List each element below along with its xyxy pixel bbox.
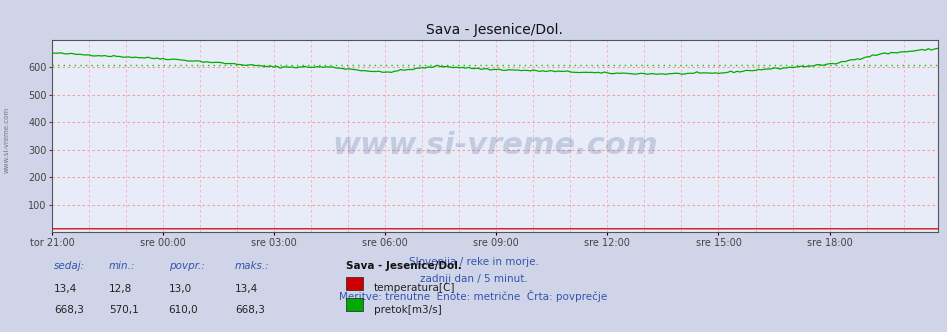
Text: 668,3: 668,3 bbox=[54, 305, 84, 315]
Text: www.si-vreme.com: www.si-vreme.com bbox=[332, 131, 657, 160]
Text: 13,4: 13,4 bbox=[235, 284, 259, 294]
Text: povpr.:: povpr.: bbox=[169, 261, 205, 271]
Title: Sava - Jesenice/Dol.: Sava - Jesenice/Dol. bbox=[426, 23, 563, 37]
Text: 13,0: 13,0 bbox=[169, 284, 191, 294]
Text: zadnji dan / 5 minut.: zadnji dan / 5 minut. bbox=[420, 274, 527, 284]
Text: temperatura[C]: temperatura[C] bbox=[374, 283, 456, 293]
Text: www.si-vreme.com: www.si-vreme.com bbox=[4, 106, 9, 173]
Text: 12,8: 12,8 bbox=[109, 284, 133, 294]
Text: pretok[m3/s]: pretok[m3/s] bbox=[374, 305, 442, 315]
Text: 668,3: 668,3 bbox=[235, 305, 265, 315]
Text: sedaj:: sedaj: bbox=[54, 261, 85, 271]
Text: maks.:: maks.: bbox=[235, 261, 270, 271]
Text: min.:: min.: bbox=[109, 261, 135, 271]
Text: 610,0: 610,0 bbox=[169, 305, 198, 315]
Text: Meritve: trenutne  Enote: metrične  Črta: povprečje: Meritve: trenutne Enote: metrične Črta: … bbox=[339, 290, 608, 302]
Text: 13,4: 13,4 bbox=[54, 284, 78, 294]
Text: Sava - Jesenice/Dol.: Sava - Jesenice/Dol. bbox=[346, 261, 461, 271]
Text: Slovenija / reke in morje.: Slovenija / reke in morje. bbox=[408, 257, 539, 267]
Text: 570,1: 570,1 bbox=[109, 305, 138, 315]
